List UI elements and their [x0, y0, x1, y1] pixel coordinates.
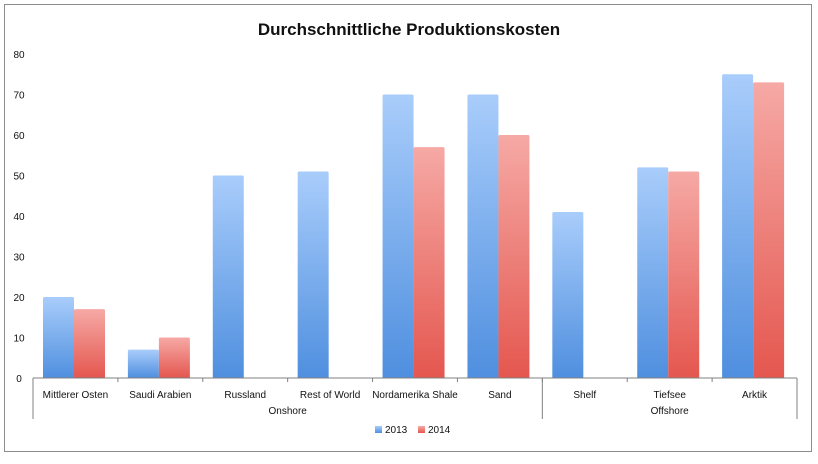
bar-2014-saudi-arabien: [158, 337, 190, 378]
x-axis: Mittlerer Osten Saudi Arabien Russland Rest…: [32, 377, 798, 419]
y-tick-label: 60: [13, 131, 25, 142]
bar-2013-rest-of-world: [297, 171, 329, 378]
y-tick-label: 70: [13, 91, 25, 102]
bar-2013-saudi-arabien: [127, 349, 159, 378]
x-group-label: Offshore: [651, 406, 690, 417]
bars: [43, 74, 785, 378]
bar-2014-mittlerer-osten: [74, 309, 105, 378]
x-tick-label: Nordamerika Shale: [372, 390, 458, 401]
bar-2013-mittlerer-osten: [43, 297, 74, 378]
bar-2013-sand: [467, 94, 499, 378]
legend-label-2013: 2013: [385, 425, 408, 436]
legend-swatch-2013: [375, 426, 382, 433]
x-tick-label: Tiefsee: [653, 390, 686, 401]
legend-swatch-2014: [418, 426, 425, 433]
x-tick-label: Rest of World: [300, 390, 360, 401]
y-tick-label: 30: [13, 253, 25, 264]
bar-2014-tiefsee: [668, 171, 700, 378]
bar-chart: Durchschnittliche Produktionskosten 0 10 2…: [13, 20, 798, 436]
bar-2014-nordamerika-shale: [413, 147, 445, 378]
bar-2013-shelf: [552, 211, 584, 378]
x-tick-label: Arktik: [742, 390, 768, 401]
y-axis: 0 10 20 30 40 50 60 70 80: [13, 50, 25, 385]
chart-title: Durchschnittliche Produktionskosten: [258, 20, 560, 39]
bar-2013-tiefsee: [637, 167, 669, 378]
bar-2013-russland: [212, 175, 244, 378]
x-tick-label: Shelf: [573, 390, 596, 401]
y-tick-label: 10: [13, 334, 25, 345]
y-tick-label: 50: [13, 172, 25, 183]
y-tick-label: 0: [16, 374, 22, 385]
bar-2014-sand: [498, 135, 530, 378]
x-tick-label: Sand: [488, 390, 511, 401]
y-tick-label: 40: [13, 212, 25, 223]
chart-frame: Durchschnittliche Produktionskosten 0 10 2…: [4, 4, 812, 452]
y-tick-label: 20: [13, 293, 25, 304]
x-group-label: Onshore: [268, 406, 307, 417]
x-tick-label: Mittlerer Osten: [43, 390, 109, 401]
bar-2013-nordamerika-shale: [382, 94, 414, 378]
y-tick-label: 80: [13, 50, 25, 61]
legend: 2013 2014: [375, 425, 451, 436]
legend-label-2014: 2014: [428, 425, 451, 436]
bar-2014-arktik: [753, 82, 785, 378]
x-tick-label: Russland: [224, 390, 266, 401]
bar-2013-arktik: [722, 74, 754, 378]
x-tick-label: Saudi Arabien: [129, 390, 191, 401]
